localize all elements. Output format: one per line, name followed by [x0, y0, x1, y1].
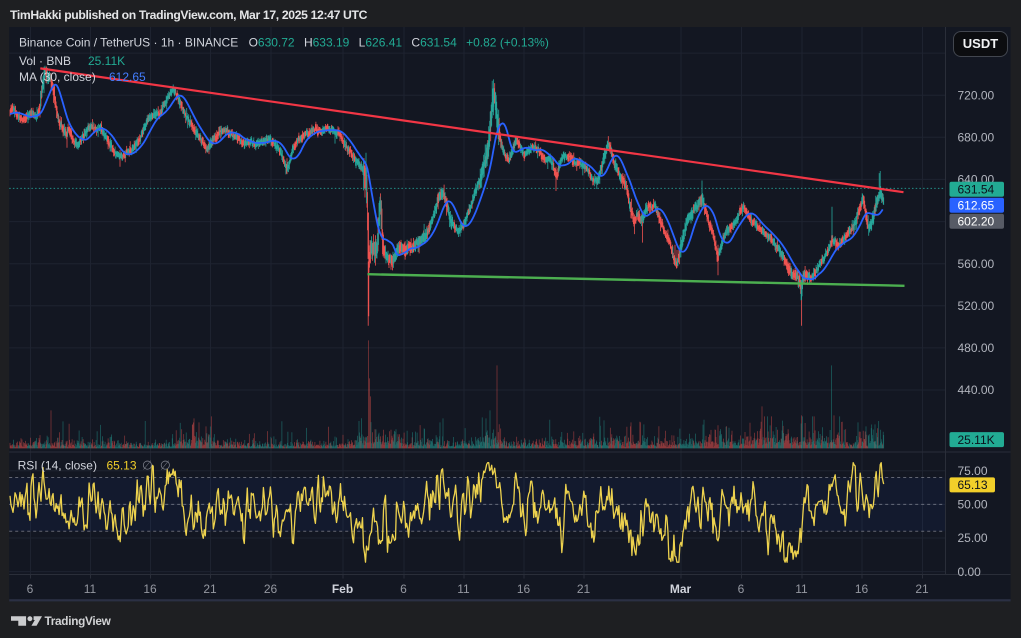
svg-text:25.11K: 25.11K [88, 54, 125, 68]
svg-text:65.13: 65.13 [958, 478, 988, 492]
svg-text:65.13: 65.13 [107, 459, 137, 473]
svg-text:26: 26 [264, 582, 278, 596]
svg-text:6: 6 [400, 582, 407, 596]
svg-text:602.20: 602.20 [958, 215, 995, 229]
svg-text:75.00: 75.00 [958, 464, 988, 478]
svg-text:Feb: Feb [332, 582, 353, 596]
svg-text:680.00: 680.00 [958, 131, 995, 145]
svg-text:631.54: 631.54 [958, 182, 995, 196]
svg-text:6: 6 [738, 582, 745, 596]
svg-text:11: 11 [795, 582, 808, 596]
svg-text:16: 16 [855, 582, 869, 596]
svg-text:0.00: 0.00 [958, 565, 982, 579]
svg-text:∅ ∅: ∅ ∅ [142, 459, 171, 473]
svg-text:MA (30, close): MA (30, close) [19, 70, 96, 84]
svg-text:612.65: 612.65 [958, 199, 995, 213]
svg-text:21: 21 [203, 582, 217, 596]
svg-text:6: 6 [27, 582, 34, 596]
svg-text:16: 16 [517, 582, 531, 596]
svg-text:440.00: 440.00 [958, 383, 995, 397]
svg-text:25.00: 25.00 [958, 531, 988, 545]
svg-text:520.00: 520.00 [958, 299, 995, 313]
svg-text:Vol · BNB: Vol · BNB [19, 54, 71, 68]
svg-text:16: 16 [143, 582, 157, 596]
svg-text:11: 11 [457, 582, 470, 596]
svg-text:21: 21 [577, 582, 591, 596]
svg-text:25.11K: 25.11K [958, 433, 995, 447]
svg-text:560.00: 560.00 [958, 257, 995, 271]
svg-text:11: 11 [84, 582, 97, 596]
svg-text:480.00: 480.00 [958, 341, 995, 355]
svg-text:21: 21 [915, 582, 929, 596]
svg-text:50.00: 50.00 [958, 498, 988, 512]
svg-text:RSI (14, close): RSI (14, close) [18, 459, 97, 473]
svg-text:Binance Coin / TetherUS · 1h ·: Binance Coin / TetherUS · 1h · BINANCE O… [19, 36, 549, 50]
svg-text:720.00: 720.00 [958, 88, 995, 102]
svg-text:Mar: Mar [670, 582, 692, 596]
svg-text:612.65: 612.65 [109, 70, 146, 84]
